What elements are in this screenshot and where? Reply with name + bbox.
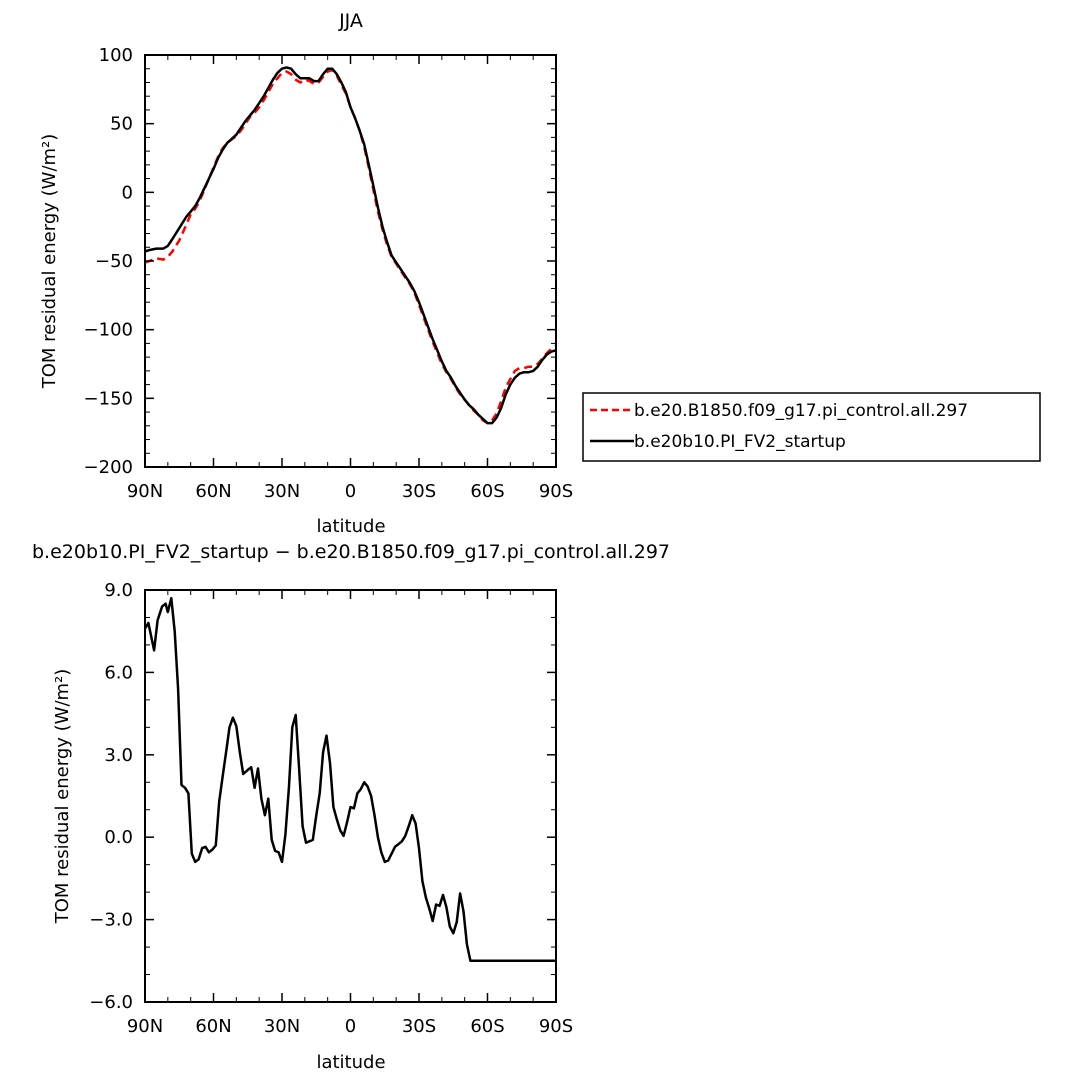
legend-box xyxy=(582,392,1041,462)
top-x-tick-label: 60N xyxy=(195,481,231,502)
bottom-x-tick-label: 0 xyxy=(345,1016,356,1037)
top-x-tick-label: 0 xyxy=(345,481,356,502)
bottom-panel: b.e20b10.PI_FV2_startup − b.e20.B1850.f0… xyxy=(32,541,670,1073)
top-x-tick-label: 30N xyxy=(264,481,300,502)
bottom-x-tick-label: 90N xyxy=(127,1016,163,1037)
top-ticks: 90N 60N 30N 0 30S 60S 90S 100 50 0 −50 −100 −150 −200 xyxy=(84,45,574,502)
bottom-plot-frame xyxy=(144,589,557,1003)
bottom-y-tick-label: 9.0 xyxy=(104,580,133,601)
top-x-tick-label: 30S xyxy=(402,481,436,502)
top-series-layer xyxy=(144,66,557,425)
top-panel-title: JJA xyxy=(338,10,363,32)
top-y-tick-label: 100 xyxy=(99,45,133,66)
bottom-x-tick-label: 30N xyxy=(264,1016,300,1037)
bottom-x-tick-label: 60S xyxy=(470,1016,504,1037)
bottom-series-line-0 xyxy=(143,596,556,963)
bottom-y-tick-label: 3.0 xyxy=(104,745,133,766)
bottom-y-axis-title: TOM residual energy (W/m²) xyxy=(52,669,73,925)
bottom-panel-title: b.e20b10.PI_FV2_startup − b.e20.B1850.f0… xyxy=(32,541,670,563)
bottom-x-tick-label: 90S xyxy=(539,1016,573,1037)
top-x-axis-title: latitude xyxy=(316,516,385,537)
top-x-tick-label: 60S xyxy=(470,481,504,502)
bottom-y-tick-label: 6.0 xyxy=(104,662,133,683)
bottom-series-layer xyxy=(143,596,556,963)
bottom-y-tick-label: −6.0 xyxy=(89,992,133,1013)
bottom-ticks: 90N 60N 30N 0 30S 60S 90S 9.0 6.0 3.0 0.0 −3.0 −6.0 xyxy=(89,580,573,1037)
bottom-x-axis-title: latitude xyxy=(316,1052,385,1073)
legend-label-startup: b.e20b10.PI_FV2_startup xyxy=(634,432,846,452)
top-y-tick-label: −100 xyxy=(84,320,133,341)
bottom-x-tick-label: 60N xyxy=(195,1016,231,1037)
top-y-tick-label: −200 xyxy=(84,457,133,478)
bottom-y-tick-label: 0.0 xyxy=(104,827,133,848)
bottom-x-tick-label: 30S xyxy=(402,1016,436,1037)
top-series-line-1 xyxy=(144,66,557,425)
top-plot-frame xyxy=(144,54,557,468)
legend-label-control: b.e20.B1850.f09_g17.pi_control.all.297 xyxy=(634,401,968,421)
bottom-y-tick-label: −3.0 xyxy=(89,910,133,931)
top-x-tick-label: 90S xyxy=(539,481,573,502)
top-y-tick-label: −150 xyxy=(84,388,133,409)
top-y-tick-label: −50 xyxy=(95,251,133,272)
top-y-axis-title: TOM residual energy (W/m²) xyxy=(39,134,60,390)
top-y-tick-label: 0 xyxy=(122,182,133,203)
top-series-line-0 xyxy=(144,68,557,425)
legend: b.e20.B1850.f09_g17.pi_control.all.297 b… xyxy=(582,392,1041,462)
top-x-tick-label: 90N xyxy=(127,481,163,502)
top-panel: JJA 90N 60N 30N 0 30S 60S 90S 100 50 0 −50 −100 −150… xyxy=(39,10,573,537)
top-y-tick-label: 50 xyxy=(110,114,133,135)
